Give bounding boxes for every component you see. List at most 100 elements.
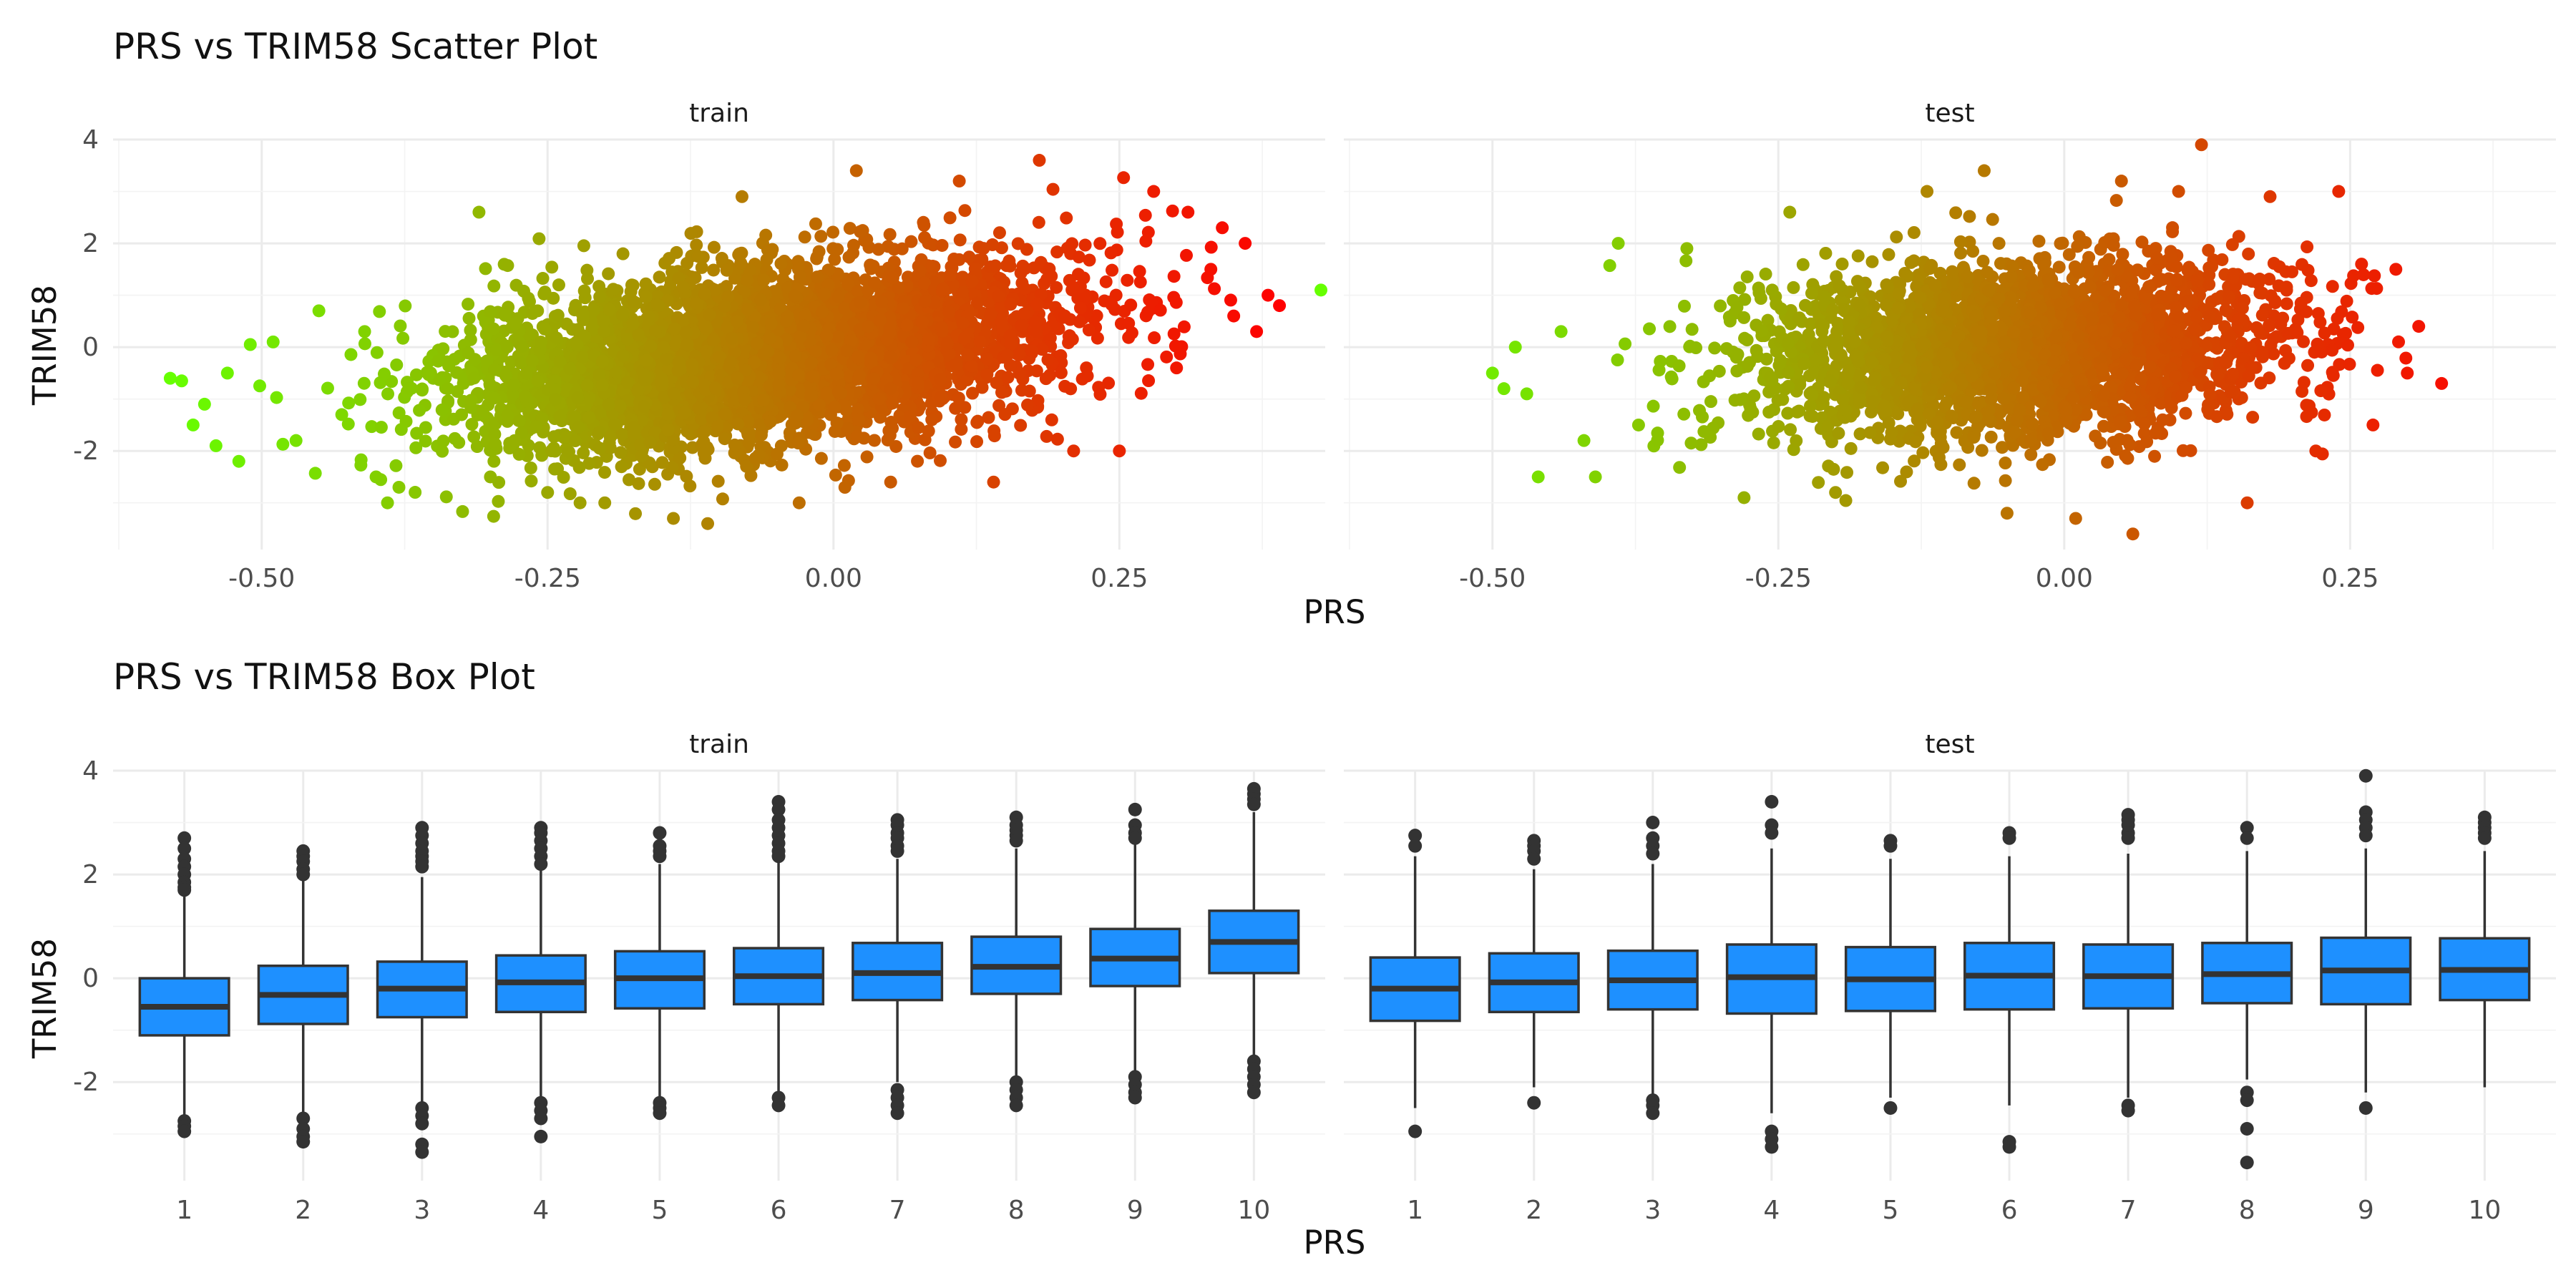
scatter-point	[1239, 237, 1252, 250]
scatter-point	[1025, 344, 1038, 358]
scatter-point	[1693, 404, 1707, 417]
scatter-point	[936, 282, 950, 296]
scatter-point	[369, 470, 383, 484]
scatter-point	[992, 289, 1005, 303]
scatter-point	[644, 339, 658, 353]
scatter-point	[950, 358, 963, 371]
scatter-point	[977, 242, 990, 255]
scatter-point	[642, 311, 655, 324]
scatter-point	[358, 325, 371, 338]
scatter-point	[1148, 331, 1161, 345]
scatter-point	[718, 407, 732, 421]
scatter-point	[655, 456, 669, 469]
scatter-point	[711, 420, 724, 434]
scatter-point	[627, 421, 640, 434]
scatter-point	[838, 481, 852, 494]
scatter-point	[1105, 298, 1118, 311]
scatter-point	[487, 322, 500, 336]
scatter-point	[1065, 237, 1079, 250]
scatter-point	[992, 226, 1006, 240]
scatter-point	[1032, 215, 1045, 229]
scatter-point	[550, 331, 563, 345]
scatter-point	[820, 329, 834, 343]
scatter-point	[904, 235, 918, 248]
scatter-point	[831, 243, 844, 256]
scatter-point	[847, 238, 860, 252]
scatter-point	[616, 308, 630, 322]
scatter-point	[462, 298, 475, 311]
scatter-point	[186, 418, 200, 431]
scatter-point	[1133, 275, 1147, 289]
scatter-point	[545, 444, 558, 458]
scatter-point	[711, 474, 725, 488]
scatter-point	[911, 376, 924, 390]
scatter-point	[602, 303, 616, 316]
scatter-point	[608, 417, 622, 431]
scatter-point	[913, 264, 927, 278]
scatter-point	[598, 466, 612, 479]
scatter-point	[394, 423, 408, 436]
scatter-point	[789, 349, 802, 363]
scatter-point	[842, 250, 856, 264]
scatter-point	[484, 470, 497, 484]
scatter-point	[357, 376, 371, 390]
scatter-point	[2318, 408, 2331, 421]
scatter-point	[409, 486, 422, 499]
scatter-point	[686, 358, 699, 371]
scatter-point	[1167, 327, 1181, 341]
scatter-point	[353, 393, 367, 406]
scatter-point	[1060, 211, 1073, 225]
scatter-point	[1121, 273, 1134, 287]
scatter-point	[614, 446, 628, 459]
scatter-point	[464, 394, 478, 407]
scatter-point	[1138, 208, 1152, 222]
scatter-point	[720, 263, 733, 277]
scatter-point	[864, 351, 878, 365]
scatter-point	[1167, 270, 1181, 283]
scatter-point	[679, 326, 693, 339]
scatter-point	[525, 354, 539, 368]
scatter-point	[563, 362, 577, 376]
scatter-point	[1643, 322, 1657, 336]
scatter-point	[577, 446, 590, 459]
scatter-point	[735, 190, 748, 203]
scatter-point	[837, 459, 851, 472]
scatter-point	[806, 370, 819, 384]
scatter-point	[465, 418, 479, 431]
scatter-point	[840, 344, 854, 358]
scatter-point	[626, 317, 640, 331]
scatter-point	[798, 230, 811, 244]
scatter-point	[965, 275, 979, 288]
scatter-point	[1117, 171, 1131, 185]
scatter-point	[422, 368, 436, 381]
scatter-point	[838, 301, 852, 315]
scatter-point	[639, 290, 653, 303]
scatter-point	[740, 273, 753, 287]
scatter-point	[923, 446, 937, 459]
scatter-point	[1106, 263, 1119, 277]
scatter-point	[476, 404, 489, 418]
scatter-point	[1767, 436, 1780, 449]
scatter-point	[1224, 293, 1237, 307]
scatter-point	[661, 407, 675, 421]
scatter-point	[536, 272, 550, 286]
scatter-point	[484, 305, 497, 318]
scatter-point	[1082, 323, 1096, 337]
y-tick-label: 4	[82, 125, 99, 155]
scatter-point	[854, 225, 867, 238]
scatter-point	[1072, 268, 1085, 281]
scatter-point	[922, 333, 935, 346]
scatter-point	[1015, 318, 1028, 332]
scatter-point	[661, 423, 675, 436]
scatter-point	[342, 396, 356, 410]
scatter-point	[197, 397, 211, 411]
scatter-point	[1046, 182, 1060, 196]
scatter-point	[1704, 395, 1717, 409]
scatter-point	[903, 410, 917, 424]
scatter-point	[508, 434, 522, 447]
scatter-point	[576, 351, 590, 364]
scatter-point	[970, 435, 984, 449]
scatter-point	[667, 512, 680, 525]
scatter-point	[663, 252, 676, 265]
scatter-point	[405, 381, 419, 395]
